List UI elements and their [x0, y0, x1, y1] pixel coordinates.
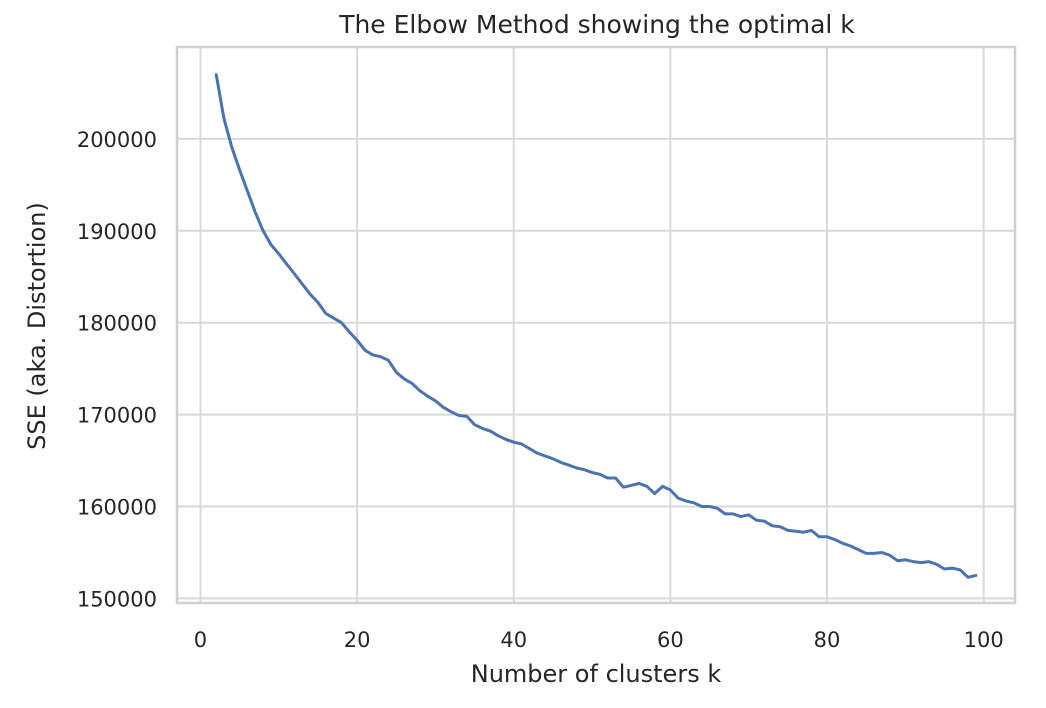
y-tick-label: 180000: [77, 312, 157, 336]
chart-title: The Elbow Method showing the optimal k: [338, 10, 855, 39]
x-tick-label: 40: [500, 628, 527, 652]
grid-layer: [177, 47, 1015, 603]
x-tick-label: 60: [657, 628, 684, 652]
x-tick-label: 100: [964, 628, 1004, 652]
data-layer: [214, 73, 978, 579]
y-tick-label: 170000: [77, 404, 157, 428]
plot-frame: [175, 45, 1017, 605]
sse-series-line: [214, 73, 978, 579]
x-tick-label: 0: [194, 628, 207, 652]
tick-layer: 0 20 40 60 80 100 150000 160000 170000 180000 1900…: [77, 128, 1004, 652]
y-tick-label: 190000: [77, 220, 157, 244]
y-tick-label: 160000: [77, 496, 157, 520]
y-tick-label: 200000: [77, 128, 157, 152]
x-tick-label: 20: [344, 628, 371, 652]
x-axis-label: Number of clusters k: [471, 660, 722, 688]
y-axis-label: SSE (aka. Distortion): [23, 202, 51, 450]
x-tick-label: 80: [814, 628, 841, 652]
y-tick-label: 150000: [77, 587, 157, 611]
